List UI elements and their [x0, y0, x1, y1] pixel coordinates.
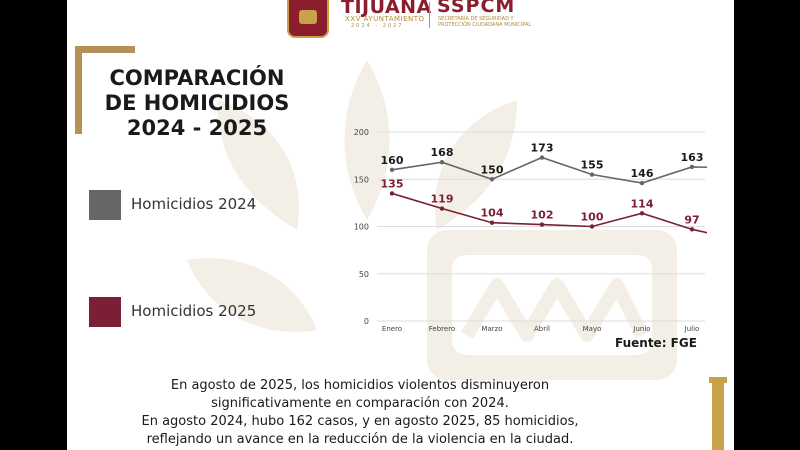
- data-point-2025-3: [539, 222, 545, 227]
- title-corner-bracket: [75, 46, 135, 134]
- agency-subtitle-line-2: PROTECCIÓN CIUDADANA MUNICIPAL: [438, 22, 532, 28]
- caption-line-2: significativamente en comparación con 20…: [211, 396, 509, 411]
- data-point-2024-4: [589, 172, 595, 177]
- data-label-2024-5: 146: [631, 167, 654, 180]
- data-label-2025-3: 102: [531, 209, 554, 222]
- y-tick-label-150: 150: [354, 175, 369, 184]
- data-point-2025-2: [489, 220, 495, 225]
- data-label-2025-2: 104: [481, 207, 504, 220]
- data-point-2024-1: [439, 160, 445, 165]
- data-label-2025-6: 97: [684, 213, 699, 226]
- header-logos: TIJUANA XXV AYUNTAMIENTO 2024 - 2027 SSP…: [275, 0, 575, 40]
- x-tick-label-enero: Enero: [382, 325, 402, 333]
- infographic-card: TIJUANA XXV AYUNTAMIENTO 2024 - 2027 SSP…: [67, 0, 734, 450]
- data-point-2025-1: [439, 206, 445, 211]
- y-tick-label-50: 50: [359, 270, 369, 279]
- series-line-2024: [391, 156, 707, 184]
- logo-divider: [429, 2, 430, 28]
- data-label-2024-4: 155: [581, 159, 604, 172]
- data-point-2024-6: [689, 164, 695, 170]
- line-chart: 0 50 100 150 200 Enero Febrero Marzo Abril Mayo Ju…: [354, 128, 707, 333]
- agency-name: SSPCM: [437, 0, 516, 17]
- data-label-2024-2: 150: [481, 163, 504, 176]
- x-tick-label-febrero: Febrero: [429, 325, 455, 333]
- x-tick-label-mayo: Mayo: [583, 325, 602, 333]
- y-tick-label-0: 0: [364, 317, 369, 326]
- watermark-pattern: [187, 60, 677, 380]
- data-label-2024-6: 163: [681, 151, 704, 164]
- caption: En agosto de 2025, los homicidios violen…: [67, 377, 653, 449]
- series-line-2025: [391, 192, 707, 234]
- data-label-2025-4: 100: [581, 211, 604, 224]
- data-label-2025-5: 114: [631, 197, 654, 210]
- data-point-2024-0: [389, 167, 395, 172]
- title-line-1: COMPARACIÓN: [109, 66, 285, 90]
- x-tick-label-junio: Junio: [632, 325, 650, 333]
- caption-line-1: En agosto de 2025, los homicidios violen…: [170, 378, 550, 393]
- chart-title: COMPARACIÓN DE HOMICIDIOS 2024 - 2025: [85, 66, 309, 141]
- data-label-2024-0: 160: [381, 154, 404, 167]
- data-point-2025-5: [639, 211, 645, 216]
- x-tick-label-julio: Julio: [684, 325, 700, 333]
- data-point-2025-0: [389, 191, 395, 196]
- agency-subtitle-line-1: SECRETARÍA DE SEGURIDAD Y: [438, 16, 514, 22]
- x-tick-label-abril: Abril: [534, 325, 550, 333]
- city-subtitle: XXV AYUNTAMIENTO: [345, 15, 425, 23]
- data-label-2024-1: 168: [431, 146, 454, 159]
- decorative-pillar-icon: [709, 377, 727, 450]
- data-label-2025-0: 135: [381, 177, 404, 190]
- caption-line-4: reflejando un avance en la reducción de …: [146, 432, 574, 447]
- y-tick-label-100: 100: [354, 223, 369, 232]
- source-note: Fuente: FGE: [615, 336, 697, 350]
- y-tick-label-200: 200: [354, 128, 369, 137]
- caption-line-3: En agosto 2024, hubo 162 casos, y en ago…: [141, 414, 579, 429]
- city-crest-icon: [287, 0, 329, 38]
- title-line-3: 2024 - 2025: [126, 116, 268, 140]
- x-tick-label-marzo: Marzo: [481, 325, 502, 333]
- data-point-2024-3: [539, 155, 545, 160]
- legend-label-2025: Homicidios 2025: [131, 302, 257, 320]
- data-label-2025-1: 119: [431, 193, 454, 206]
- title-line-2: DE HOMICIDIOS: [104, 91, 290, 115]
- legend-swatch-2024: [89, 190, 121, 220]
- city-years: 2024 - 2027: [351, 23, 404, 29]
- legend-label-2024: Homicidios 2024: [131, 195, 257, 213]
- data-point-2025-6: [689, 227, 695, 232]
- legend-swatch-2025: [89, 297, 121, 327]
- data-label-2024-3: 173: [531, 142, 554, 155]
- data-point-2024-5: [639, 180, 645, 186]
- data-point-2025-4: [589, 224, 595, 229]
- data-point-2024-2: [489, 177, 495, 182]
- city-name: TIJUANA: [341, 0, 432, 18]
